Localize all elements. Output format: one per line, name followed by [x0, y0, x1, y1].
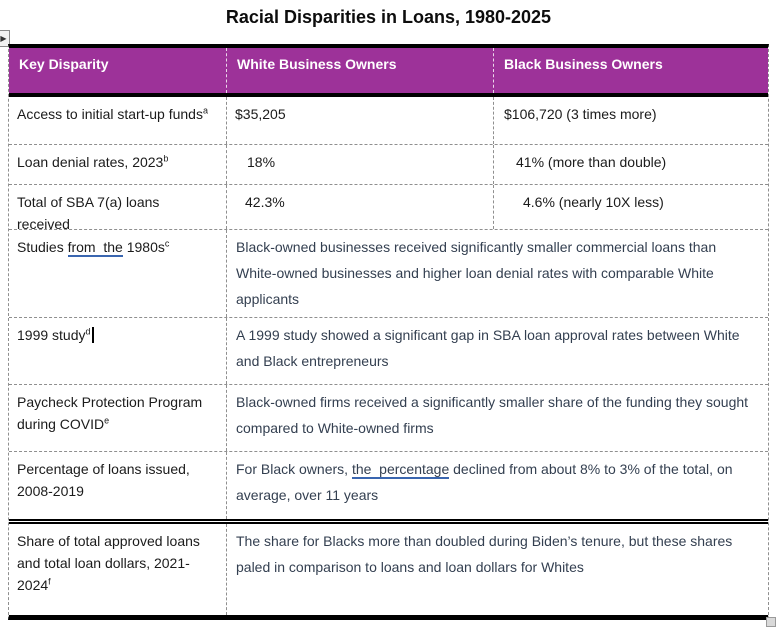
header-white-owners[interactable]: White Business Owners: [226, 48, 493, 93]
label-text: 1980s: [122, 239, 165, 255]
description-text: declined from about 8% to 3% of the tota…: [236, 461, 733, 503]
cell-white-value[interactable]: $35,205: [226, 97, 493, 144]
table-row-pct-2008-2019: Percentage of loans issued, 2008-2019 Fo…: [9, 452, 768, 519]
cell-label[interactable]: Share of total approved loans and total …: [9, 524, 226, 615]
table-resize-handle[interactable]: [766, 617, 776, 627]
label-text: Paycheck Protection Program during COVID: [17, 394, 203, 432]
cell-description[interactable]: For Black owners, the percentage decline…: [226, 452, 768, 519]
cell-label[interactable]: Studies from the 1980sc: [9, 230, 226, 317]
table-row-1980s-studies: Studies from the 1980sc Black-owned busi…: [9, 230, 768, 318]
table-row-denial-rates: Loan denial rates, 2023b 18% 41% (more t…: [9, 145, 768, 185]
cell-label[interactable]: Percentage of loans issued, 2008-2019: [9, 452, 226, 519]
cell-description[interactable]: Black-owned firms received a significant…: [226, 385, 768, 451]
table-row-startup-funds: Access to initial start-up fundsa $35,20…: [9, 97, 768, 145]
table-row-1999-study: 1999 studyd A 1999 study showed a signif…: [9, 318, 768, 385]
table-row-share-2021-2024: Share of total approved loans and total …: [9, 519, 768, 615]
cell-description[interactable]: Black-owned businesses received signific…: [226, 230, 768, 317]
label-text: 1999 study: [17, 327, 86, 343]
disparities-table: Key Disparity White Business Owners Blac…: [8, 44, 769, 620]
cell-description[interactable]: The share for Blacks more than doubled d…: [226, 524, 768, 615]
text-cursor: [91, 327, 94, 343]
footnote-sup: c: [164, 238, 170, 249]
cell-white-value[interactable]: 42.3%: [226, 185, 493, 229]
cell-label[interactable]: Loan denial rates, 2023b: [9, 145, 226, 184]
description-text: For Black owners,: [236, 461, 352, 477]
label-text: Share of total approved loans and total …: [17, 533, 200, 593]
label-text: Total of SBA 7(a) loans received: [17, 194, 160, 232]
footnote-sup: e: [104, 415, 110, 426]
grammar-underlined-text: the percentage: [351, 461, 450, 479]
header-black-owners[interactable]: Black Business Owners: [493, 48, 768, 93]
page-title[interactable]: Racial Disparities in Loans, 1980-2025: [225, 7, 552, 27]
footnote-sup: b: [163, 153, 169, 164]
label-text: Access to initial start-up funds: [17, 106, 203, 122]
table-row-ppp-covid: Paycheck Protection Program during COVID…: [9, 385, 768, 452]
cell-label[interactable]: Paycheck Protection Program during COVID…: [9, 385, 226, 451]
footnote-sup: d: [85, 326, 91, 337]
cell-white-value[interactable]: 18%: [226, 145, 493, 184]
cell-black-value[interactable]: 4.6% (nearly 10X less): [493, 185, 768, 229]
table-row-sba-loans: Total of SBA 7(a) loans received 42.3% 4…: [9, 185, 768, 232]
cell-black-value[interactable]: $106,720 (3 times more): [493, 97, 768, 144]
arrow-icon: ▶: [0, 34, 7, 43]
cell-black-value[interactable]: 41% (more than double): [493, 145, 768, 184]
label-text: Percentage of loans issued, 2008-2019: [17, 461, 190, 499]
footnote-sup: a: [202, 105, 208, 116]
table-select-handle-icon[interactable]: ▶: [0, 30, 10, 47]
header-key-disparity[interactable]: Key Disparity: [19, 56, 109, 72]
cell-label[interactable]: 1999 studyd: [9, 318, 226, 384]
label-text: Studies: [17, 239, 68, 255]
label-text: Loan denial rates, 2023: [17, 154, 164, 170]
cell-description[interactable]: A 1999 study showed a significant gap in…: [226, 318, 768, 384]
cell-label[interactable]: Access to initial start-up fundsa: [9, 97, 226, 144]
footnote-sup: f: [48, 576, 51, 587]
cell-label[interactable]: Total of SBA 7(a) loans received: [9, 185, 226, 232]
table-header-row: Key Disparity White Business Owners Blac…: [9, 48, 768, 97]
grammar-underlined-text: from the: [67, 239, 123, 257]
